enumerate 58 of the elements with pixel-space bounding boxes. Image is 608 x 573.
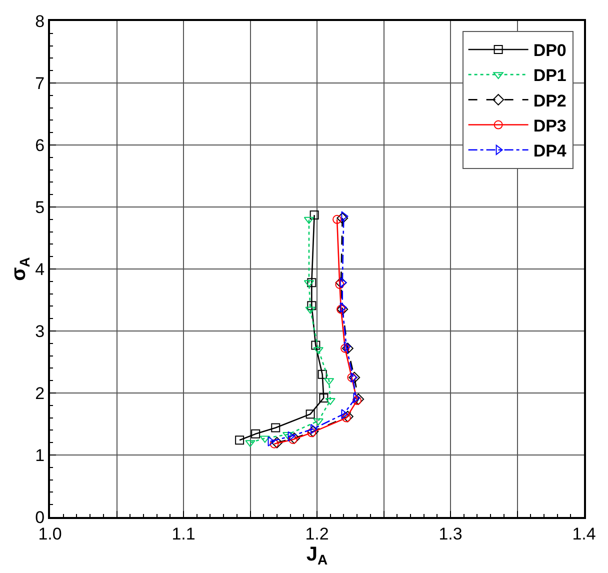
point [352,394,364,405]
point [270,439,279,448]
point [307,426,319,438]
point [307,428,316,438]
point [342,413,351,422]
point [348,372,360,384]
x-tick-label: 1.2 [305,524,329,544]
point [288,432,300,444]
point [306,410,315,419]
point [335,276,347,288]
point [305,306,316,314]
point [325,398,336,405]
legend-label: DP2 [533,91,566,110]
point [271,423,280,432]
y-tick-label: 1 [35,446,45,465]
y-tick-label: 4 [35,260,45,279]
y-tick-label: 3 [35,322,45,341]
point [235,436,244,445]
point [342,342,354,354]
y-tick-label: 5 [35,198,45,217]
x-tick-label: 1.4 [572,524,596,544]
point [332,214,342,224]
point [340,278,347,288]
point [307,301,316,310]
legend-label: DP3 [533,116,566,136]
y-tick-label: 2 [35,384,45,403]
point [282,432,293,440]
point [268,436,275,446]
legend-label: DP1 [533,66,566,86]
y-tick-label: 0 [35,508,45,527]
point [352,396,362,405]
point [347,373,356,382]
point [318,370,327,379]
x-tick-label: 1.0 [38,524,62,544]
legend-label: DP0 [533,41,566,60]
point [336,212,348,224]
point [288,435,298,444]
point [245,440,256,448]
point [313,418,324,426]
point [319,393,328,402]
point [335,280,344,289]
point [340,344,350,353]
point [341,211,348,222]
point [271,436,283,448]
y-tick-label: 7 [35,74,45,93]
legend-label: DP4 [533,142,567,160]
point [310,210,319,220]
y-tick-label: 6 [35,136,45,155]
point [311,340,320,350]
x-tick-label: 1.3 [438,524,462,544]
point [336,304,346,314]
x-axis-title: J$_{A}$ [306,543,328,568]
point [307,278,316,288]
point [313,347,324,354]
point [342,410,354,422]
y-tick-label: 8 [35,12,45,31]
x-tick-label: 1.1 [172,524,196,544]
point [251,429,260,438]
